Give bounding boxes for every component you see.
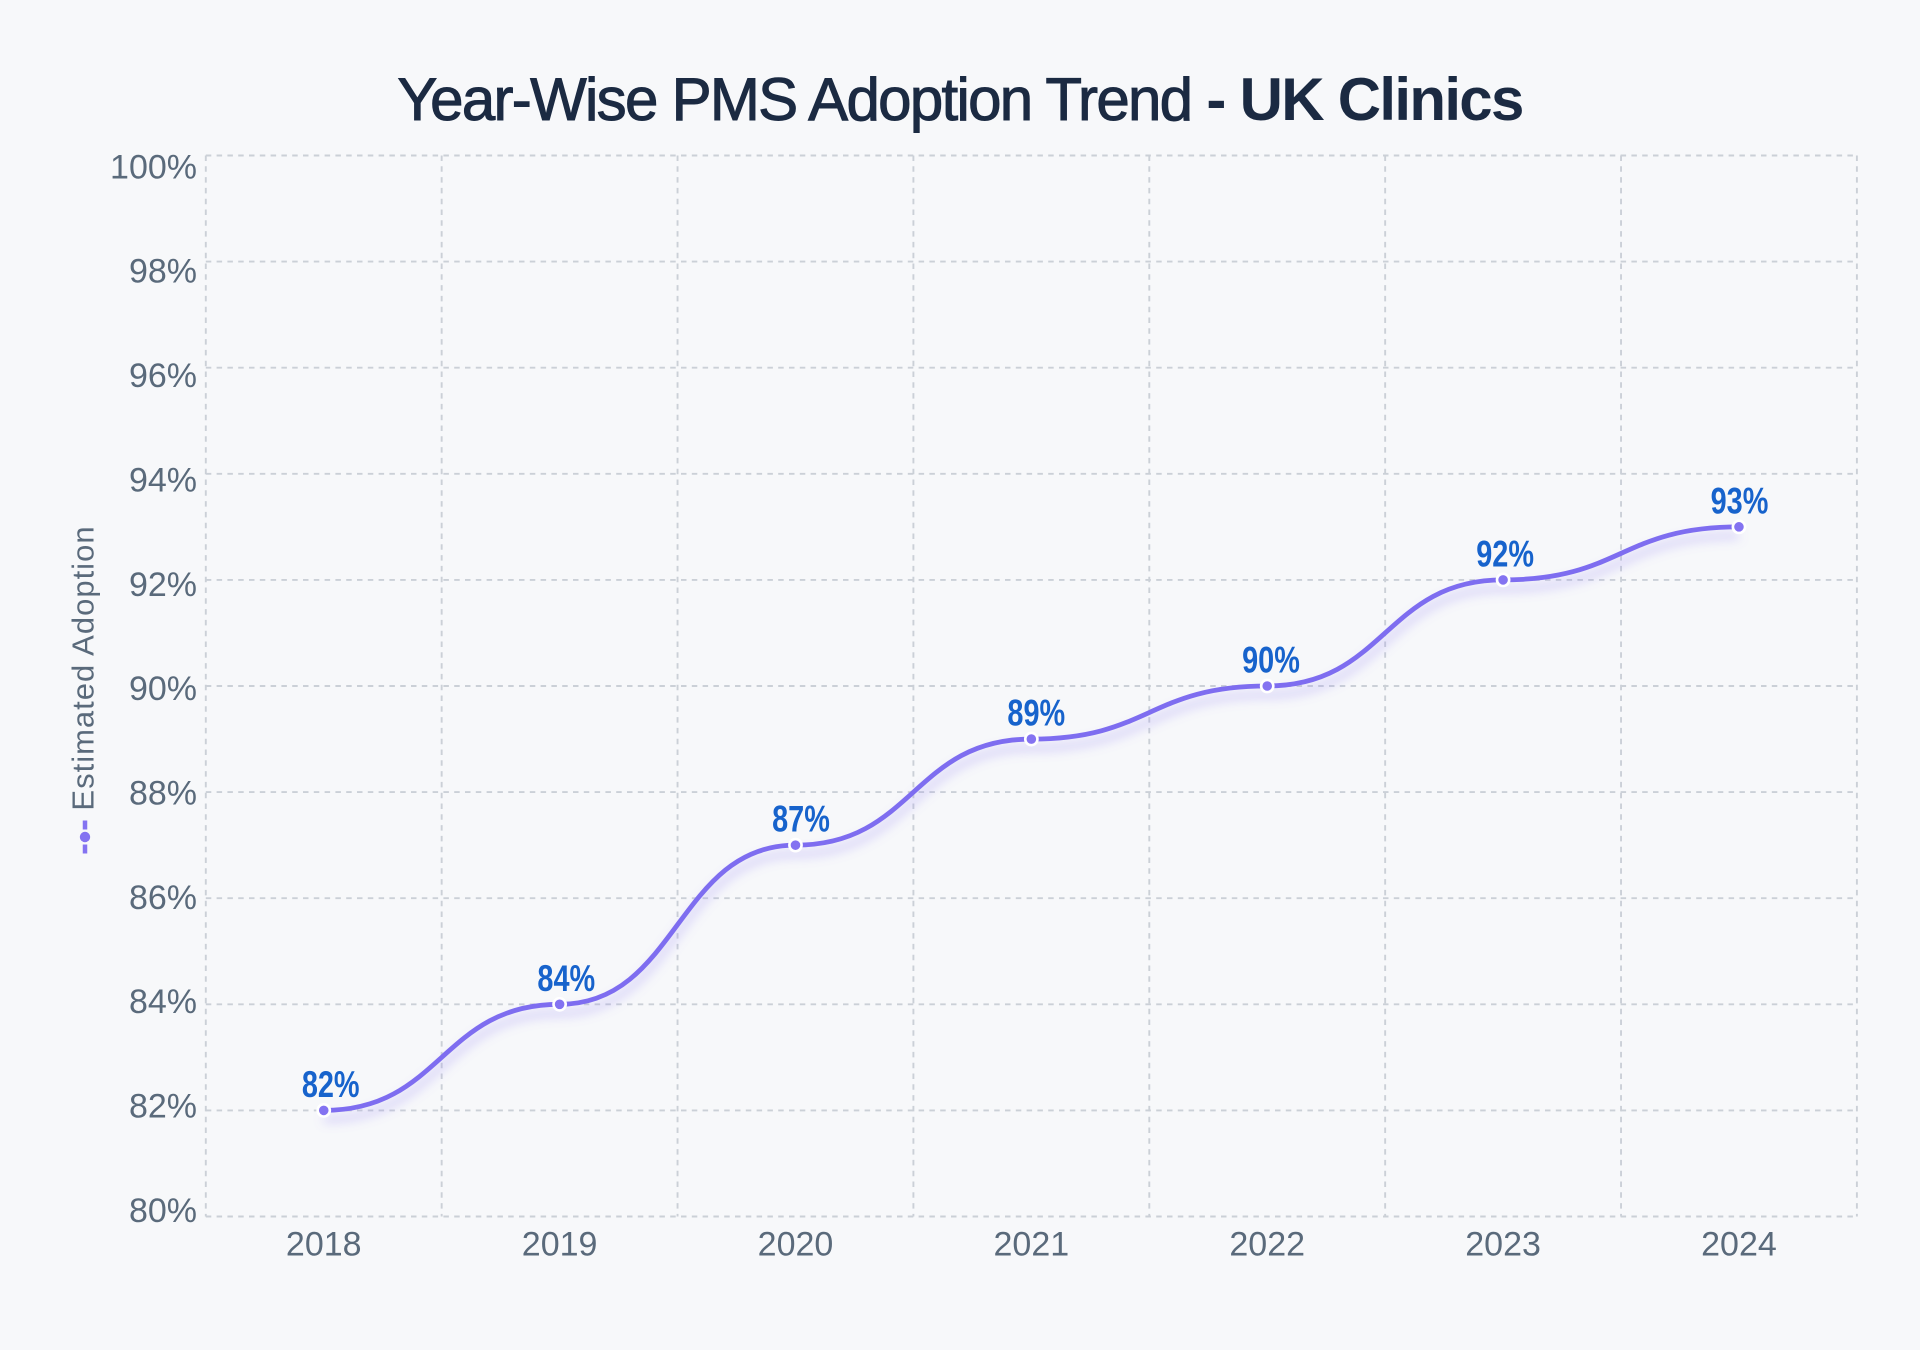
svg-text:2018: 2018 — [286, 1226, 362, 1264]
svg-text:94%: 94% — [129, 461, 197, 499]
svg-text:90%: 90% — [1242, 640, 1300, 681]
svg-text:2019: 2019 — [522, 1226, 598, 1264]
svg-text:82%: 82% — [129, 1088, 197, 1126]
svg-text:80%: 80% — [129, 1192, 197, 1230]
svg-text:93%: 93% — [1711, 481, 1769, 522]
svg-text:2023: 2023 — [1465, 1226, 1541, 1264]
svg-text:87%: 87% — [772, 799, 830, 840]
svg-text:88%: 88% — [129, 774, 197, 812]
svg-text:90%: 90% — [129, 670, 197, 708]
svg-text:96%: 96% — [129, 357, 197, 395]
svg-text:84%: 84% — [537, 958, 595, 999]
svg-text:Year-Wise PMS Adoption Trend -: Year-Wise PMS Adoption Trend - UK Clinic… — [397, 66, 1522, 133]
svg-text:2021: 2021 — [994, 1226, 1070, 1264]
svg-text:100%: 100% — [110, 148, 197, 186]
svg-text:2020: 2020 — [758, 1226, 834, 1264]
svg-text:98%: 98% — [129, 253, 197, 291]
svg-text:82%: 82% — [302, 1065, 360, 1106]
svg-text:89%: 89% — [1007, 693, 1065, 734]
svg-text:2022: 2022 — [1229, 1226, 1305, 1264]
svg-text:84%: 84% — [129, 983, 197, 1021]
svg-text:86%: 86% — [129, 879, 197, 917]
svg-text:Estimated Adoption: Estimated Adoption — [66, 525, 101, 810]
svg-text:2024: 2024 — [1701, 1226, 1777, 1264]
svg-text:92%: 92% — [1476, 534, 1534, 575]
svg-text:92%: 92% — [129, 566, 197, 604]
